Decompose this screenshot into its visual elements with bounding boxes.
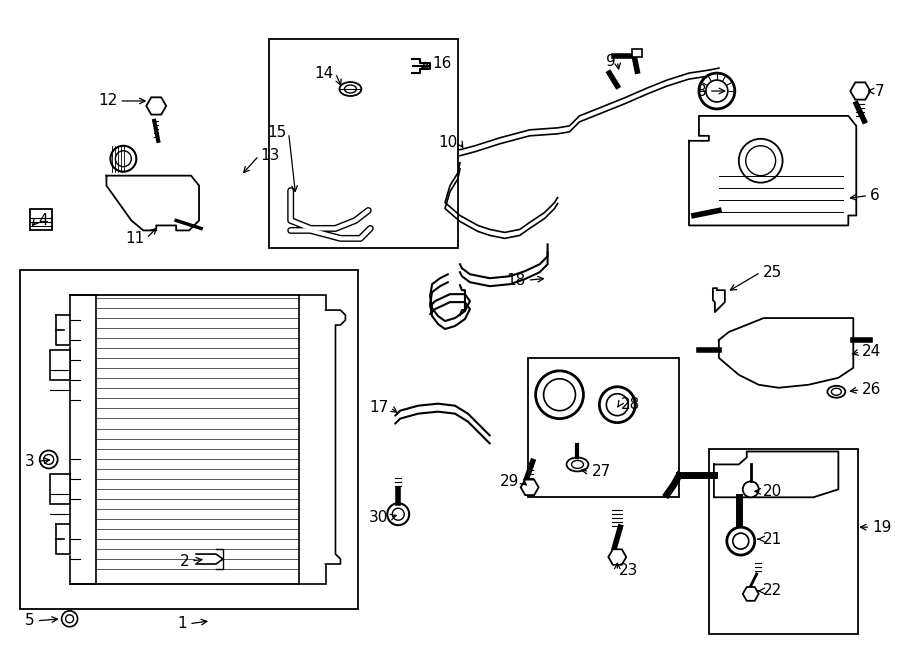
Text: 25: 25 <box>762 265 782 280</box>
Polygon shape <box>106 176 199 231</box>
Text: 14: 14 <box>314 65 334 81</box>
Text: 28: 28 <box>621 397 641 412</box>
Text: 20: 20 <box>762 484 782 499</box>
Circle shape <box>742 481 759 497</box>
Polygon shape <box>326 310 346 564</box>
Text: 23: 23 <box>619 563 639 578</box>
Circle shape <box>44 455 54 465</box>
Text: 19: 19 <box>872 520 892 535</box>
Text: 26: 26 <box>862 382 882 397</box>
Circle shape <box>111 146 136 172</box>
Bar <box>50 475 69 504</box>
Ellipse shape <box>572 461 583 469</box>
Text: 9: 9 <box>606 54 616 69</box>
Bar <box>20 270 358 609</box>
Circle shape <box>739 139 783 182</box>
Circle shape <box>706 80 728 102</box>
Text: 18: 18 <box>507 273 526 288</box>
Circle shape <box>536 371 583 418</box>
Circle shape <box>746 146 776 176</box>
Circle shape <box>599 387 635 422</box>
Bar <box>527 358 679 497</box>
Ellipse shape <box>339 82 362 96</box>
Circle shape <box>699 73 734 109</box>
Bar <box>269 39 458 249</box>
Circle shape <box>544 379 575 410</box>
Text: 2: 2 <box>179 553 189 568</box>
Bar <box>50 350 69 380</box>
Text: 24: 24 <box>862 344 881 360</box>
Polygon shape <box>714 451 839 497</box>
Circle shape <box>392 508 404 520</box>
Polygon shape <box>689 116 856 225</box>
Text: 15: 15 <box>267 126 287 140</box>
Bar <box>709 449 859 634</box>
Circle shape <box>387 503 410 525</box>
Text: 17: 17 <box>369 400 388 415</box>
Ellipse shape <box>832 388 842 395</box>
Polygon shape <box>719 318 853 388</box>
Text: 6: 6 <box>870 188 880 203</box>
Ellipse shape <box>345 85 356 93</box>
Text: 12: 12 <box>98 93 117 108</box>
Bar <box>632 49 643 57</box>
Text: 16: 16 <box>432 56 452 71</box>
Circle shape <box>115 151 131 167</box>
Bar <box>30 208 51 231</box>
Text: 5: 5 <box>25 613 35 628</box>
Text: 29: 29 <box>500 474 519 489</box>
Text: 30: 30 <box>369 510 388 525</box>
Text: 13: 13 <box>261 148 280 163</box>
Bar <box>299 295 326 584</box>
Polygon shape <box>56 524 69 554</box>
Text: 21: 21 <box>762 531 782 547</box>
Ellipse shape <box>827 386 845 398</box>
Polygon shape <box>56 315 69 345</box>
Text: 22: 22 <box>762 584 782 598</box>
Bar <box>69 295 96 584</box>
Circle shape <box>607 394 628 416</box>
Polygon shape <box>713 288 725 312</box>
Text: 27: 27 <box>591 464 611 479</box>
Text: 1: 1 <box>177 616 187 631</box>
Text: 11: 11 <box>125 231 144 246</box>
Circle shape <box>733 533 749 549</box>
Text: 3: 3 <box>25 454 35 469</box>
Ellipse shape <box>566 457 589 471</box>
Circle shape <box>66 615 74 623</box>
Circle shape <box>727 527 755 555</box>
Circle shape <box>40 451 58 469</box>
Text: 8: 8 <box>698 83 706 98</box>
Circle shape <box>61 611 77 627</box>
Text: 10: 10 <box>438 136 458 150</box>
Text: 7: 7 <box>875 83 885 98</box>
Polygon shape <box>196 554 223 564</box>
Text: 4: 4 <box>39 213 49 228</box>
